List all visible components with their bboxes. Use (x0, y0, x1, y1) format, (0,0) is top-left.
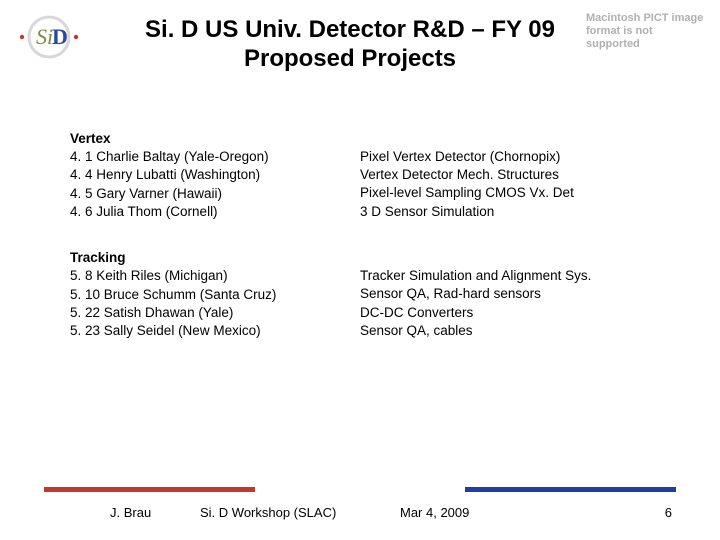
project-desc: Sensor QA, Rad-hard sensors (360, 285, 670, 303)
section-left: Vertex 4. 1 Charlie Baltay (Yale-Oregon)… (70, 130, 360, 221)
slide: Si D Si. D US Univ. Detector R&D – FY 09… (0, 0, 720, 540)
project-desc: 3 D Sensor Simulation (360, 203, 670, 221)
project-pi: 5. 23 Sally Seidel (New Mexico) (70, 322, 360, 340)
project-pi: 5. 8 Keith Riles (Michigan) (70, 267, 360, 285)
section-right: Tracker Simulation and Alignment Sys. Se… (360, 249, 670, 340)
slide-body: Vertex 4. 1 Charlie Baltay (Yale-Oregon)… (70, 130, 670, 368)
footer-divider (44, 487, 676, 492)
project-desc: Tracker Simulation and Alignment Sys. (360, 267, 670, 285)
footer: J. Brau Si. D Workshop (SLAC) Mar 4, 200… (0, 505, 720, 520)
svg-text:D: D (52, 24, 68, 49)
section-heading: Vertex (70, 130, 360, 148)
footer-venue: Si. D Workshop (SLAC) (200, 505, 400, 520)
bar-seg (44, 487, 255, 492)
footer-date: Mar 4, 2009 (400, 505, 580, 520)
svg-text:Si: Si (36, 24, 53, 49)
project-desc: Vertex Detector Mech. Structures (360, 166, 670, 184)
spacer (360, 130, 670, 148)
bar-seg (255, 487, 466, 492)
project-desc: Pixel Vertex Detector (Chornopix) (360, 148, 670, 166)
project-pi: 4. 4 Henry Lubatti (Washington) (70, 166, 360, 184)
section-tracking: Tracking 5. 8 Keith Riles (Michigan) 5. … (70, 249, 670, 340)
bar-seg (465, 487, 676, 492)
project-pi: 4. 6 Julia Thom (Cornell) (70, 203, 360, 221)
project-pi: 5. 10 Bruce Schumm (Santa Cruz) (70, 286, 360, 304)
section-vertex: Vertex 4. 1 Charlie Baltay (Yale-Oregon)… (70, 130, 670, 221)
pict-unsupported-note: Macintosh PICT image format is not suppo… (586, 12, 706, 52)
footer-author: J. Brau (110, 505, 200, 520)
project-pi: 5. 22 Satish Dhawan (Yale) (70, 304, 360, 322)
section-heading: Tracking (70, 249, 360, 267)
project-desc: DC-DC Converters (360, 304, 670, 322)
sid-logo: Si D (16, 14, 82, 60)
section-left: Tracking 5. 8 Keith Riles (Michigan) 5. … (70, 249, 360, 340)
slide-title: Si. D US Univ. Detector R&D – FY 09 Prop… (100, 16, 600, 74)
section-right: Pixel Vertex Detector (Chornopix) Vertex… (360, 130, 670, 221)
spacer (360, 249, 670, 267)
project-desc: Sensor QA, cables (360, 322, 670, 340)
footer-page-number: 6 (665, 505, 672, 520)
project-pi: 4. 5 Gary Varner (Hawaii) (70, 185, 360, 203)
project-desc: Pixel-level Sampling CMOS Vx. Det (360, 184, 670, 202)
project-pi: 4. 1 Charlie Baltay (Yale-Oregon) (70, 148, 360, 166)
